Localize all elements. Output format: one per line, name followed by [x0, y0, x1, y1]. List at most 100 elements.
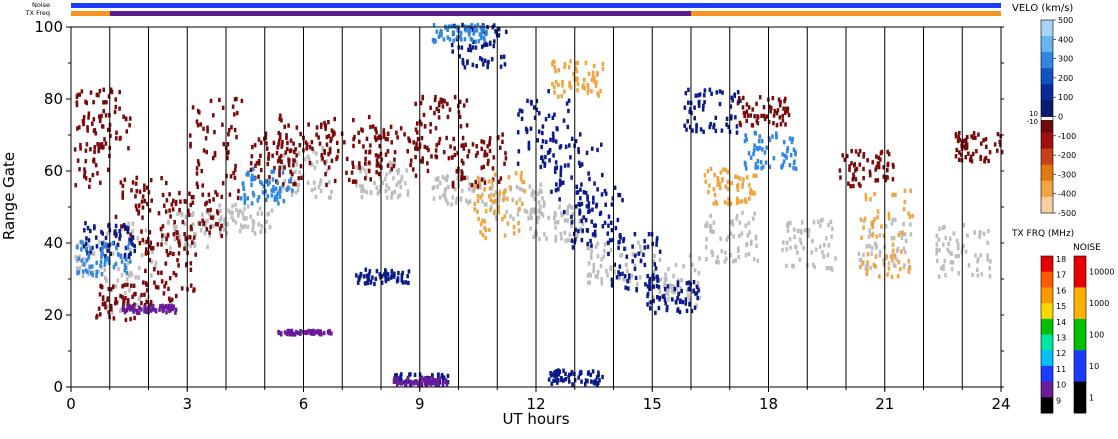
data-cell [390, 195, 393, 200]
data-cell [130, 272, 134, 278]
data-cell [419, 159, 423, 164]
data-cell [618, 264, 622, 269]
data-cell [129, 251, 132, 256]
data-cell [811, 238, 814, 244]
data-cell [213, 129, 216, 135]
data-cell [414, 154, 417, 160]
data-cell [162, 203, 166, 208]
data-cell [231, 210, 234, 215]
data-cell [383, 176, 387, 182]
data-cell [123, 290, 127, 295]
data-cell [104, 235, 108, 241]
data-cell [279, 331, 283, 336]
data-cell [327, 195, 331, 200]
data-cell [887, 211, 891, 217]
data-cell [529, 226, 532, 231]
data-cell [807, 233, 810, 238]
data-cell [663, 283, 666, 288]
data-cell [110, 310, 114, 315]
data-cell [868, 228, 871, 233]
data-cell [951, 260, 955, 265]
data-cell [939, 265, 943, 271]
data-cell [743, 138, 747, 144]
data-cell [982, 231, 986, 236]
data-cell [281, 182, 285, 187]
data-cell [264, 189, 267, 194]
data-cell [112, 265, 116, 270]
data-cell [520, 109, 524, 114]
data-cell [667, 287, 670, 293]
data-cell [553, 169, 557, 174]
data-cell [133, 302, 136, 307]
data-cell [560, 180, 563, 185]
data-cell [164, 304, 167, 310]
data-cell [601, 374, 604, 380]
data-cell [584, 190, 588, 196]
data-cell [77, 266, 80, 271]
freq-scale-swatch [1041, 334, 1053, 351]
data-cell [168, 276, 172, 281]
data-cell [420, 376, 424, 381]
data-cell [591, 369, 595, 374]
data-cell [273, 195, 277, 200]
data-cell [431, 38, 435, 43]
data-cell [216, 222, 219, 227]
data-cell [138, 240, 142, 246]
data-cell [848, 164, 851, 169]
data-cell [516, 161, 520, 166]
data-cell [443, 192, 447, 197]
data-cell [684, 297, 688, 302]
data-cell [183, 231, 186, 237]
data-cell [154, 307, 157, 313]
data-cell [993, 142, 997, 147]
data-cell [333, 116, 337, 122]
data-cell [432, 22, 436, 28]
data-cell [375, 163, 379, 168]
data-cell [119, 308, 123, 313]
data-cell [891, 253, 894, 258]
data-cell [574, 139, 578, 144]
data-cell [407, 138, 411, 143]
data-cell [310, 162, 314, 167]
data-cell [654, 266, 658, 271]
data-cell [106, 231, 109, 236]
data-cell [103, 267, 107, 273]
data-cell [745, 109, 749, 114]
data-cell [590, 146, 594, 151]
data-cell [127, 221, 130, 226]
data-cell [578, 219, 582, 224]
noise-strip-label: Noise [32, 1, 50, 9]
data-cell [444, 198, 448, 203]
data-cell [471, 188, 474, 193]
data-cell [440, 99, 444, 104]
data-cell [393, 157, 396, 162]
data-cell [768, 164, 772, 170]
data-cell [742, 110, 746, 116]
data-cell [109, 87, 113, 92]
data-cell [568, 80, 571, 86]
data-cell [763, 150, 767, 155]
data-cell [957, 130, 961, 136]
data-cell [365, 136, 369, 141]
data-cell [664, 290, 668, 295]
data-cell [391, 190, 394, 195]
data-cell [212, 197, 215, 202]
data-cell [787, 112, 791, 118]
data-cell [79, 239, 83, 245]
data-cell [868, 231, 872, 237]
data-cell [268, 180, 271, 185]
data-cell [436, 184, 439, 189]
data-cell [102, 108, 106, 114]
data-cell [799, 240, 803, 246]
data-cell [753, 211, 756, 216]
data-cell [375, 170, 378, 175]
data-cell [330, 331, 333, 336]
data-cell [89, 147, 92, 152]
data-cell [594, 83, 598, 89]
data-cell [261, 190, 265, 195]
freq-scale-swatch [1041, 318, 1053, 335]
data-cell [874, 178, 878, 183]
data-cell [253, 143, 257, 148]
data-cell [718, 182, 722, 187]
data-cell [652, 298, 655, 304]
